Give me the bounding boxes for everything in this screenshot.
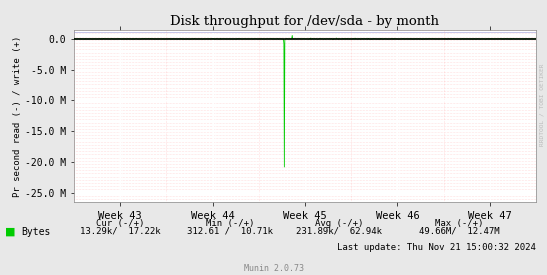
Text: Last update: Thu Nov 21 15:00:32 2024: Last update: Thu Nov 21 15:00:32 2024 <box>337 243 536 252</box>
Text: Munin 2.0.73: Munin 2.0.73 <box>243 264 304 273</box>
Text: Cur (-/+): Cur (-/+) <box>96 219 144 228</box>
Y-axis label: Pr second read (-) / write (+): Pr second read (-) / write (+) <box>13 35 22 197</box>
Text: Max (-/+): Max (-/+) <box>435 219 484 228</box>
Text: 231.89k/  62.94k: 231.89k/ 62.94k <box>296 227 382 236</box>
Text: Avg (-/+): Avg (-/+) <box>315 219 363 228</box>
Text: RRDTOOL / TOBI OETIKER: RRDTOOL / TOBI OETIKER <box>539 63 544 146</box>
Text: ■: ■ <box>5 227 16 237</box>
Text: 49.66M/  12.47M: 49.66M/ 12.47M <box>419 227 500 236</box>
Text: 13.29k/  17.22k: 13.29k/ 17.22k <box>80 227 161 236</box>
Text: 312.61 /  10.71k: 312.61 / 10.71k <box>187 227 273 236</box>
Text: Min (-/+): Min (-/+) <box>206 219 254 228</box>
Title: Disk throughput for /dev/sda - by month: Disk throughput for /dev/sda - by month <box>171 15 439 28</box>
Text: Bytes: Bytes <box>21 227 50 237</box>
